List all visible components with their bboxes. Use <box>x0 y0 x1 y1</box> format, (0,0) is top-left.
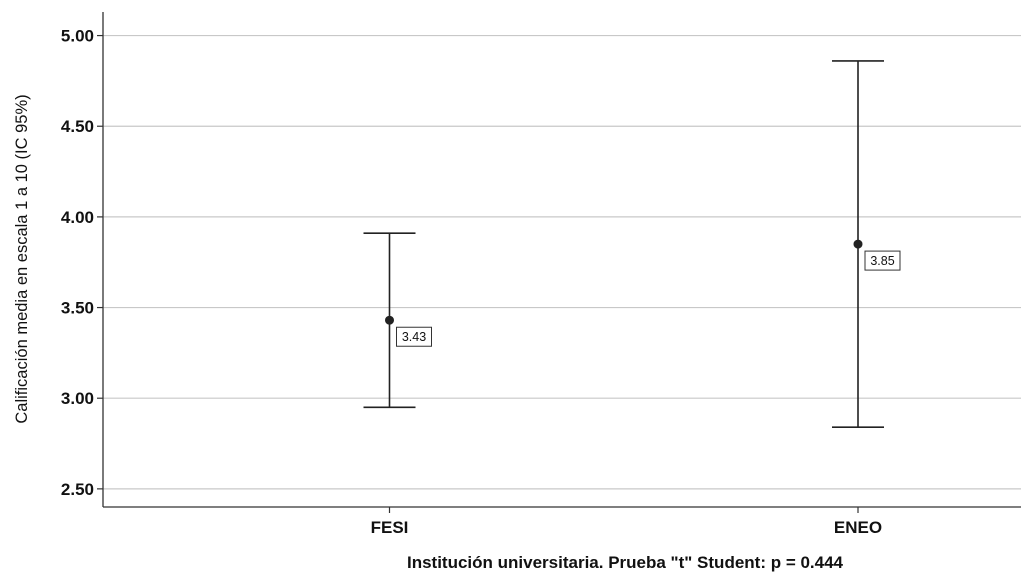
axes <box>102 12 1021 508</box>
mean-label-box <box>396 326 432 347</box>
y-tick-label: 5.00 <box>61 27 94 46</box>
x-tick-label: ENEO <box>834 518 882 537</box>
mean-label: 3.43 <box>402 330 426 344</box>
y-tick-label: 3.00 <box>61 389 94 408</box>
y-tick-labels: 2.50 3.00 3.50 4.00 4.50 5.00 <box>61 27 94 499</box>
y-axis-title: Calificación media en escala 1 a 10 (IC … <box>13 94 31 423</box>
x-axis-title: Institución universitaria. Prueba "t" St… <box>407 553 844 572</box>
mean-label-box <box>864 250 901 271</box>
x-tick-label: FESI <box>371 518 409 537</box>
y-tick-label: 3.50 <box>61 299 94 318</box>
y-tick-label: 4.00 <box>61 208 94 227</box>
x-tick-labels: FESI ENEO <box>371 518 882 537</box>
y-tick-label: 4.50 <box>61 117 94 136</box>
mean-point <box>853 239 863 249</box>
gridlines <box>97 34 1021 513</box>
mean-point <box>385 315 394 325</box>
mean-label: 3.85 <box>870 254 894 268</box>
error-bars: 3.43 3.85 <box>363 60 901 429</box>
y-tick-label: 2.50 <box>61 480 94 499</box>
